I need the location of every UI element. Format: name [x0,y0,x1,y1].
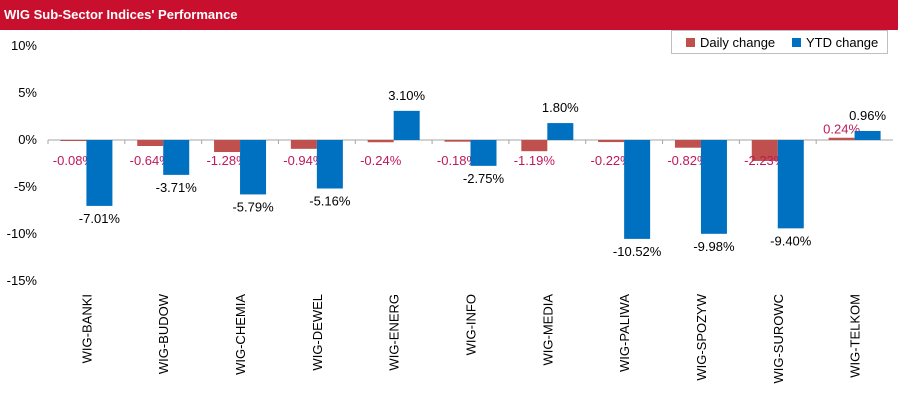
data-label-daily: -0.94% [283,153,325,168]
data-label-ytd: -2.75% [463,171,505,186]
legend-swatch-daily [686,38,695,47]
bar-ytd-change [393,110,420,140]
bar-daily-change [751,140,778,161]
x-category-label: WIG-INFO [464,294,479,355]
y-tick-label: -15% [7,273,38,288]
data-label-ytd: 3.10% [388,88,425,103]
data-label-daily: -0.24% [360,153,402,168]
legend-label-ytd: YTD change [806,35,879,50]
x-category-label: WIG-BANKI [79,294,94,363]
legend-item-daily: Daily change [686,35,775,50]
y-tick-label: 0% [18,132,37,147]
x-category-label: WIG-BUDOW [156,293,171,374]
bar-chart: 10% 5% 0% -5% -10% -15% -0.08% -7.01% WIG-BANKI -… [7,38,893,384]
data-label-ytd: 0.96% [849,108,886,123]
bar-ytd-change [316,140,343,189]
bar-daily-change [290,140,317,149]
x-category-label: WIG-SPOZYW [694,293,709,380]
bar-ytd-change [547,123,574,140]
bar-daily-change [828,137,855,140]
x-category-label: WIG-MEDIA [540,294,555,366]
x-category-label: WIG-PALIWA [617,294,632,372]
data-label-daily: 0.24% [823,122,860,137]
data-label-daily: -0.64% [130,153,172,168]
y-tick-label: 10% [11,38,37,53]
bar-daily-change [60,140,87,141]
bar-ytd-change [240,140,267,195]
bar-daily-change [674,140,701,148]
y-tick-label: -5% [14,179,38,194]
data-label-daily: -0.08% [53,153,95,168]
data-label-daily: -1.19% [514,153,556,168]
data-label-daily: -1.28% [206,153,248,168]
bar-daily-change [598,140,625,143]
data-label-ytd: -10.52% [613,244,662,259]
bar-ytd-change [470,140,497,166]
data-label-ytd: -5.79% [232,199,274,214]
x-category-label: WIG-SUROWC [771,294,786,384]
chart-header: WIG Sub-Sector Indices' Performance [0,0,898,30]
data-label-daily: -2.23% [744,153,786,168]
bar-ytd-change [163,140,190,175]
legend-swatch-ytd [792,38,801,47]
x-category-label: WIG-TELKOM [848,294,863,378]
data-label-ytd: -5.16% [309,194,351,209]
legend-item-ytd: YTD change [792,35,878,50]
x-category-label: WIG-DEWEL [310,294,325,371]
bar-ytd-change [624,140,651,239]
chart-legend: Daily change YTD change [671,30,888,54]
bar-daily-change [367,140,394,143]
data-label-daily: -0.82% [667,153,709,168]
bar-daily-change [214,140,241,153]
data-label-ytd: -9.40% [770,233,812,248]
legend-label-daily: Daily change [700,35,776,50]
y-tick-label: 5% [18,85,37,100]
bar-daily-change [521,140,548,152]
chart-title: WIG Sub-Sector Indices' Performance [4,7,238,22]
y-tick-label: -10% [7,226,38,241]
bar-daily-change [137,140,164,147]
data-label-daily: -0.18% [437,153,479,168]
bar-ytd-change [700,140,727,234]
bar-daily-change [444,140,471,142]
data-label-ytd: -7.01% [79,211,121,226]
bar-ytd-change [86,140,113,206]
data-label-ytd: -3.71% [156,180,198,195]
data-label-ytd: 1.80% [542,100,579,115]
bar-ytd-change [777,140,804,229]
bar-ytd-change [854,130,881,140]
data-label-daily: -0.22% [591,153,633,168]
x-category-label: WIG-ENERG [387,294,402,371]
data-label-ytd: -9.98% [693,239,735,254]
x-category-label: WIG-CHEMIA [233,294,248,375]
